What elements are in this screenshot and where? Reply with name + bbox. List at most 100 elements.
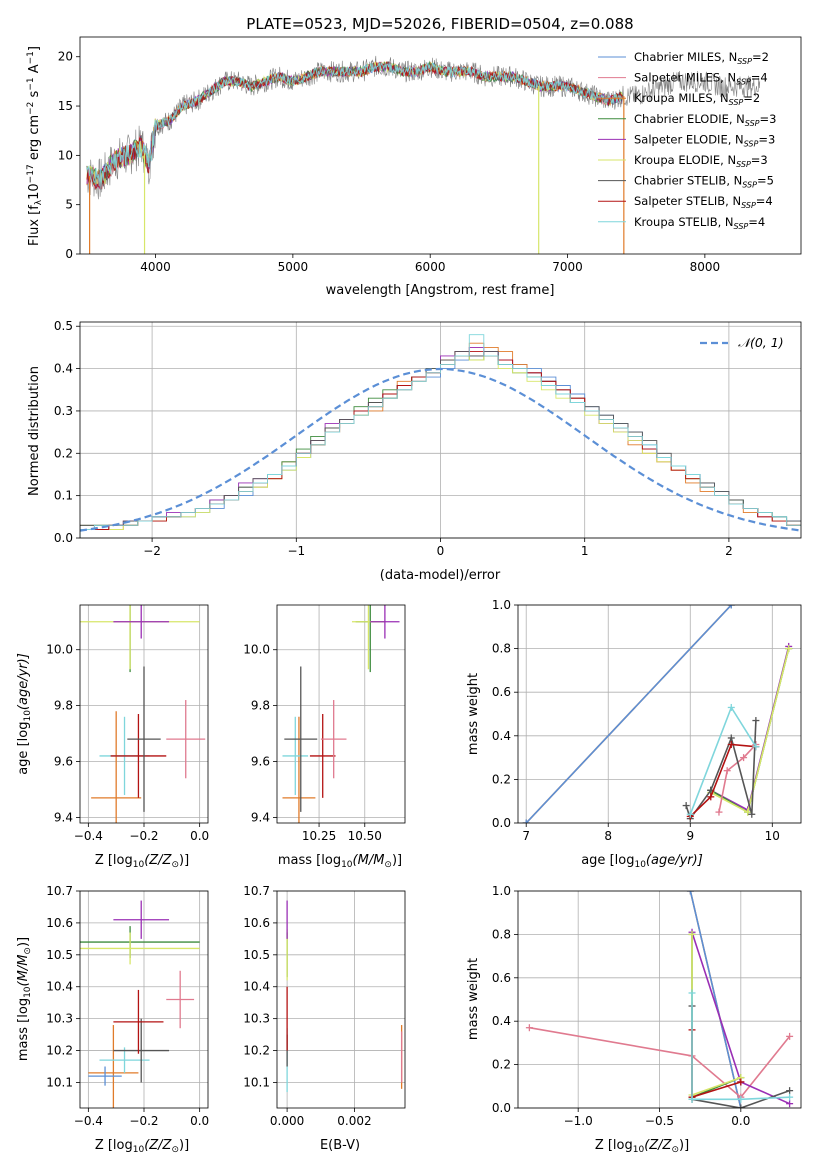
legend-entry: Salpeter MILES, NSSP=4 — [634, 71, 768, 87]
spectrum-ytick-label: 10 — [58, 148, 73, 162]
mass-vs-ebv-ytick-label: 10.6 — [243, 916, 270, 930]
weight-series-line — [691, 934, 742, 1097]
legend-entry: Chabrier ELODIE, NSSP=3 — [634, 112, 776, 128]
errorbar-point — [370, 605, 400, 639]
age-vs-mass-xtick-label: 10.50 — [348, 829, 382, 843]
legend-entry: Salpeter ELODIE, NSSP=3 — [634, 132, 775, 148]
mass-vs-ebv-ytick-label: 10.5 — [243, 948, 270, 962]
weight-vs-z-ytick-label: 0.0 — [492, 1101, 511, 1115]
residuals-ytick-label: 0.3 — [54, 404, 73, 418]
spectrum-frame — [79, 36, 802, 255]
residuals-ytick-label: 0.1 — [54, 489, 73, 503]
mass-vs-ebv-xtick-label: 0.000 — [270, 1114, 304, 1128]
residuals-panel: (data-model)/error Normed distribution −… — [27, 319, 802, 583]
mass-vs-ebv-frame — [276, 890, 406, 1109]
errorbar-point — [284, 666, 318, 812]
model-spectrum-line — [86, 61, 623, 190]
mass-vs-z-ytick-label: 10.1 — [46, 1075, 73, 1089]
age-vs-mass-ytick-label: 10.0 — [243, 643, 270, 657]
spectrum-ytick-label: 0 — [65, 247, 73, 261]
weight-series-line — [691, 934, 742, 1099]
errorbar-point — [309, 714, 336, 798]
legend-entry: 𝒩(0, 1) — [738, 335, 784, 350]
weight-marker — [785, 645, 793, 653]
weight-vs-age-xtick-label: 7 — [522, 829, 530, 843]
weight-vs-age-plot — [522, 605, 793, 823]
errorbar-point — [88, 1025, 139, 1108]
weight-vs-age-ytick-label: 1.0 — [492, 598, 511, 612]
weight-vs-age-panel: age [log10(age/yr)] mass weight 7 8 9 10 0.0… — [466, 598, 802, 870]
mass-vs-ebv-ytick-label: 10.7 — [243, 884, 270, 898]
weight-vs-z-ylabel: mass weight — [466, 958, 481, 1040]
weight-vs-z-xtick-label: −1.0 — [564, 1114, 593, 1128]
legend-entry: Kroupa STELIB, NSSP=4 — [634, 215, 765, 231]
age-vs-mass-plot — [282, 605, 400, 823]
mass-vs-ebv-ytick-label: 10.3 — [243, 1012, 270, 1026]
weight-marker — [688, 989, 696, 997]
age-vs-mass-ytick-label: 9.8 — [251, 699, 270, 713]
residuals-xlabel: (data-model)/error — [380, 568, 501, 583]
weight-vs-age-xtick-label: 9 — [686, 829, 694, 843]
weight-series-line — [525, 605, 732, 823]
mass-vs-z-ytick-label: 10.5 — [46, 948, 73, 962]
legend-entry: Kroupa MILES, NSSP=2 — [634, 91, 760, 107]
mass-vs-z-xtick-label: −0.4 — [74, 1114, 103, 1128]
weight-vs-z-frame — [517, 890, 802, 1109]
weight-vs-z-ytick-label: 0.6 — [492, 971, 511, 985]
residuals-ytick-label: 0.2 — [54, 446, 73, 460]
weight-marker — [682, 802, 690, 810]
errorbar-point — [320, 700, 347, 779]
weight-marker — [686, 810, 694, 818]
mass-vs-ebv-axes: 0.000 0.002 10.1 10.2 10.3 10.4 10.5 10.6 10.7 — [243, 884, 405, 1128]
mass-vs-z-ytick-label: 10.6 — [46, 916, 73, 930]
spectrum-ytick-label: 5 — [65, 198, 73, 212]
age-vs-mass-axes: 10.25 10.50 9.4 9.6 9.8 10.0 — [243, 605, 405, 843]
spectrum-ytick-label: 20 — [58, 50, 73, 64]
age-vs-z-frame — [79, 604, 209, 824]
weight-series-line — [689, 891, 742, 1108]
weight-vs-age-ytick-label: 0.2 — [492, 772, 511, 786]
residuals-ytick-label: 0.5 — [54, 319, 73, 333]
mass-vs-z-xlabel: Z [log10(Z/Z⊙)] — [95, 1138, 189, 1155]
legend-entry: Chabrier STELIB, NSSP=5 — [634, 174, 774, 190]
weight-vs-age-ytick-label: 0.4 — [492, 729, 511, 743]
weight-marker — [715, 808, 723, 816]
mass-vs-z-ytick-label: 10.2 — [46, 1044, 73, 1058]
weight-marker — [737, 1095, 745, 1103]
weight-vs-age-xtick-label: 8 — [604, 829, 612, 843]
spectrum-xtick-label: 6000 — [415, 260, 446, 274]
residuals-xtick-label: −2 — [143, 544, 161, 558]
mass-vs-z-plot — [80, 900, 200, 1108]
spectrum-legend: Chabrier MILES, NSSP=2 Salpeter MILES, NS… — [598, 50, 776, 231]
weight-vs-age-ytick-label: 0.8 — [492, 642, 511, 656]
age-vs-z-xtick-label: 0.0 — [190, 829, 209, 843]
weight-marker — [688, 930, 696, 938]
age-vs-mass-xlabel: mass [log10(M/M⊙)] — [278, 853, 402, 870]
weight-vs-z-xtick-label: −0.5 — [645, 1114, 674, 1128]
errorbar-point — [282, 716, 309, 796]
residuals-xtick-label: −1 — [287, 544, 305, 558]
spectrum-panel: wavelength [Angstrom, rest frame] Flux [… — [26, 36, 802, 298]
errorbar-point — [91, 711, 142, 823]
weight-marker — [786, 1087, 794, 1095]
weight-marker — [525, 1024, 533, 1032]
errorbar-point — [80, 932, 200, 965]
errorbar-point — [113, 900, 170, 939]
age-vs-z-ytick-label: 10.0 — [46, 643, 73, 657]
weight-series-line — [689, 743, 756, 818]
age-vs-z-axes: −0.4 −0.2 0.0 9.4 9.6 9.8 10.0 — [46, 605, 209, 843]
weight-vs-age-ylabel: mass weight — [466, 673, 481, 755]
weight-vs-age-xlabel: age [log10(age/yr)] — [581, 853, 703, 870]
residuals-xtick-label: 2 — [725, 544, 733, 558]
age-vs-mass-ytick-label: 9.6 — [251, 755, 270, 769]
age-vs-mass-frame — [276, 604, 406, 824]
age-vs-z-ylabel: age [log10(age/yr)] — [16, 653, 33, 775]
weight-vs-z-axes: −1.0 −0.5 0.0 0.0 0.2 0.4 0.6 0.8 1.0 — [492, 884, 801, 1128]
errorbar-point — [166, 700, 206, 779]
errorbar-point — [113, 605, 170, 639]
weight-vs-z-ytick-label: 0.2 — [492, 1058, 511, 1072]
weight-vs-age-ytick-label: 0.0 — [492, 816, 511, 830]
mass-vs-z-xtick-label: 0.0 — [190, 1114, 209, 1128]
weight-marker — [727, 734, 735, 742]
